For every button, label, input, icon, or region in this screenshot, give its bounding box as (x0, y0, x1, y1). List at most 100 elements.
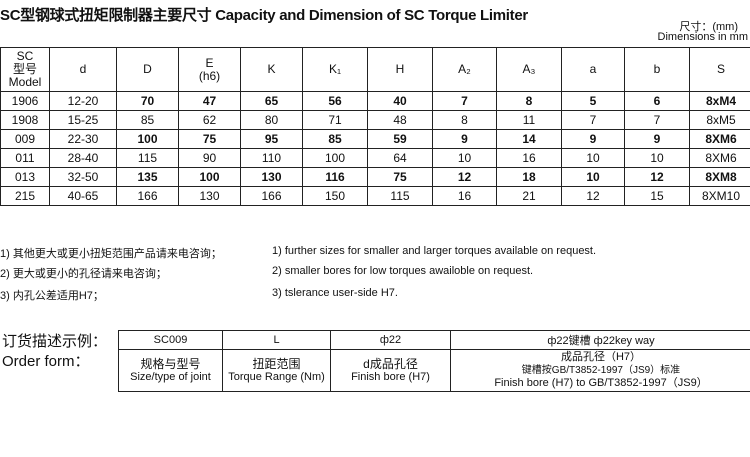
column-header: SC 型号 Model (0, 47, 50, 92)
order-label-en: Order form： (2, 353, 90, 370)
note-en: 2) smaller bores for low torques awailob… (272, 265, 534, 277)
table-cell: 8 (432, 110, 497, 130)
note-cn: 1) 其他更大或更小扭矩范围产品请来电咨询； (0, 248, 222, 260)
order-desc-line: Finish bore (H7) to GB/T3852-1997（JS9） (494, 377, 708, 389)
table-cell: 10 (561, 148, 625, 168)
column-header: K (240, 47, 303, 92)
table-cell: 7 (561, 110, 625, 130)
column-header: d (49, 47, 117, 92)
order-desc-line: Size/type of joint (130, 370, 211, 383)
table-cell: 80 (240, 110, 303, 130)
header-row: SC 型号 Model d D E (h6) K K₁ H A₂ A₃ a b S (0, 47, 750, 92)
table-cell: 6 (624, 91, 690, 111)
table-cell: 12 (432, 167, 497, 187)
table-cell: 21 (496, 186, 562, 206)
table-cell: 115 (116, 148, 179, 168)
table-cell: 47 (178, 91, 241, 111)
note-cn: 2) 更大或更小的孔径请来电咨询； (0, 268, 167, 280)
unit-cn: 尺寸：(mm) (679, 21, 738, 33)
table-row: 1906 12-20 70 47 65 56 40 7 8 5 6 8xM4 (0, 91, 750, 111)
table-cell: 18 (496, 167, 562, 187)
table-cell: 7 (432, 91, 497, 111)
table-cell: 1908 (0, 110, 50, 130)
table-cell: 28-40 (49, 148, 117, 168)
order-desc-line: 成品孔径（H7） (560, 351, 642, 363)
table-cell: 12 (624, 167, 690, 187)
table-cell: 14 (496, 129, 562, 149)
order-value: ф22键槽 ф22key way (450, 330, 750, 350)
table-cell: 1906 (0, 91, 50, 111)
order-label-cn: 订货描述示例： (2, 333, 108, 350)
table-cell: 5 (561, 91, 625, 111)
table-cell: 8XM6 (689, 148, 750, 168)
table-cell: 215 (0, 186, 50, 206)
order-description: d成品孔径 Finish bore (H7) (330, 349, 451, 392)
table-cell: 62 (178, 110, 241, 130)
dimension-table: SC 型号 Model d D E (h6) K K₁ H A₂ A₃ a b S 1906 12-20 7… (0, 47, 750, 206)
table-cell: 9 (561, 129, 625, 149)
table-cell: 15-25 (49, 110, 117, 130)
note-cn: 3) 内孔公差适用H7； (0, 290, 104, 302)
table-cell: 59 (367, 129, 433, 149)
column-header: D (116, 47, 179, 92)
column-header: b (624, 47, 690, 92)
column-header: E (h6) (178, 47, 241, 92)
table-cell: 11 (496, 110, 562, 130)
note-en: 1) further sizes for smaller and larger … (272, 245, 597, 257)
table-row: 009 22-30 100 75 95 85 59 9 14 9 9 8XM6 (0, 129, 750, 149)
table-cell: 10 (432, 148, 497, 168)
table-cell: 009 (0, 129, 50, 149)
table-cell: 22-30 (49, 129, 117, 149)
order-desc-line: Torque Range (Nm) (228, 370, 325, 383)
table-cell: 48 (367, 110, 433, 130)
table-cell: 8XM8 (689, 167, 750, 187)
table-cell: 71 (302, 110, 368, 130)
table-cell: 15 (624, 186, 690, 206)
table-cell: 130 (178, 186, 241, 206)
order-description: 扭距范围 Torque Range (Nm) (222, 349, 331, 392)
table-cell: 8XM6 (689, 129, 750, 149)
unit-en: Dimensions in mm (657, 31, 748, 43)
table-cell: 32-50 (49, 167, 117, 187)
note-en: 3) tslerance user-side H7. (272, 287, 398, 299)
table-cell: 100 (178, 167, 241, 187)
table-cell: 100 (302, 148, 368, 168)
table-cell: 64 (367, 148, 433, 168)
table-cell: 8XM10 (689, 186, 750, 206)
table-cell: 150 (302, 186, 368, 206)
order-value: L (222, 330, 331, 350)
table-cell: 9 (432, 129, 497, 149)
table-row: 215 40-65 166 130 166 150 115 16 21 12 15 8XM10 (0, 186, 750, 206)
table-cell: 56 (302, 91, 368, 111)
table-cell: 8xM5 (689, 110, 750, 130)
page-title: SC型钢球式扭矩限制器主要尺寸 Capacity and Dimension o… (0, 7, 528, 24)
table-cell: 166 (240, 186, 303, 206)
table-cell: 011 (0, 148, 50, 168)
table-cell: 7 (624, 110, 690, 130)
table-cell: 9 (624, 129, 690, 149)
table-cell: 130 (240, 167, 303, 187)
table-cell: 116 (302, 167, 368, 187)
table-cell: 12 (561, 186, 625, 206)
table-cell: 12-20 (49, 91, 117, 111)
column-header: S (689, 47, 750, 92)
table-cell: 75 (178, 129, 241, 149)
table-cell: 8 (496, 91, 562, 111)
column-header: A₃ (496, 47, 562, 92)
table-cell: 166 (116, 186, 179, 206)
table-cell: 16 (432, 186, 497, 206)
table-cell: 40 (367, 91, 433, 111)
column-header: K₁ (302, 47, 368, 92)
column-header: A₂ (432, 47, 497, 92)
table-cell: 85 (116, 110, 179, 130)
table-row: 013 32-50 135 100 130 116 75 12 18 10 12 8XM8 (0, 167, 750, 187)
table-cell: 110 (240, 148, 303, 168)
table-cell: 135 (116, 167, 179, 187)
order-value: ф22 (330, 330, 451, 350)
table-cell: 90 (178, 148, 241, 168)
column-header: H (367, 47, 433, 92)
table-cell: 75 (367, 167, 433, 187)
order-description: 规格与型号 Size/type of joint (118, 349, 223, 392)
table-cell: 16 (496, 148, 562, 168)
